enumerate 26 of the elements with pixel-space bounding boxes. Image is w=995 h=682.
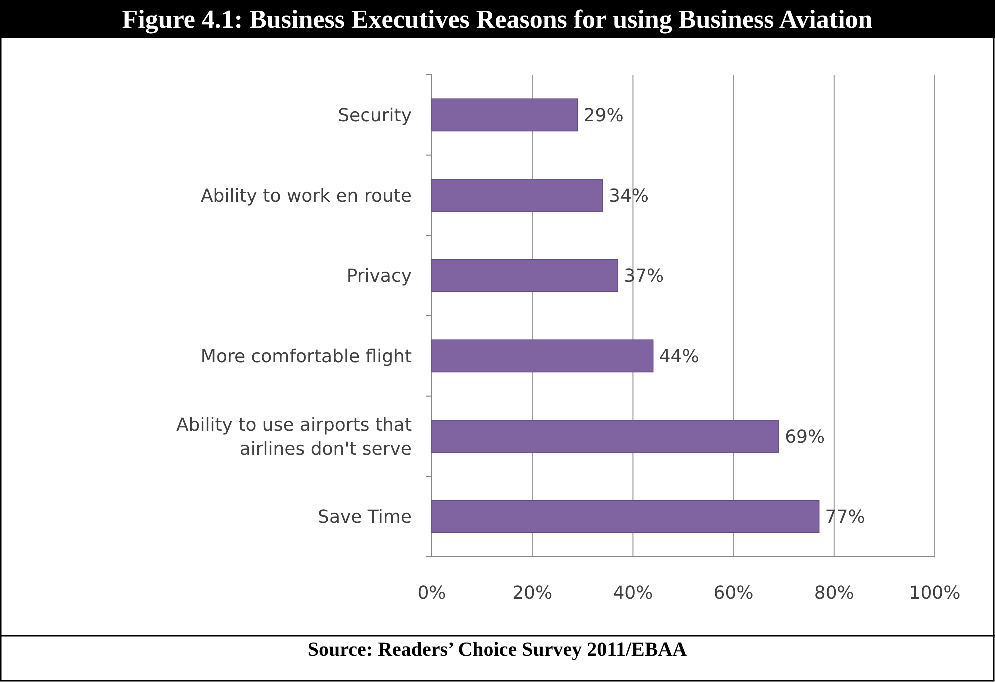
bar	[432, 98, 578, 132]
y-tick-label: Security	[338, 105, 412, 126]
chart-title: Figure 4.1: Business Executives Reasons for using Business Aviation	[122, 5, 874, 34]
y-tick-label: More comfortable flight	[200, 346, 412, 368]
data-label: 77%	[825, 507, 866, 528]
y-tick-label: Ability to use airports that airlines don't serve	[176, 414, 412, 460]
bar	[432, 500, 820, 534]
data-label: 37%	[624, 266, 664, 288]
y-tick-label: Save Time	[318, 507, 412, 528]
bar	[432, 259, 619, 292]
data-label: 44%	[659, 346, 700, 368]
data-label: 34%	[609, 186, 650, 207]
bar	[432, 179, 604, 212]
bar	[432, 340, 654, 373]
x-tick-label: 40%	[613, 583, 654, 604]
bar	[432, 420, 780, 453]
x-tick-label: 80%	[814, 583, 854, 604]
data-label: 69%	[785, 426, 826, 448]
source-note: Source: Readers’ Choice Survey 2011/EBAA	[308, 639, 688, 661]
y-tick-label: Privacy	[346, 266, 412, 288]
x-tick-label: 60%	[714, 583, 754, 604]
x-tick-label: 100%	[909, 583, 961, 604]
x-tick-label: 20%	[512, 583, 553, 604]
data-label: 29%	[584, 105, 624, 126]
x-tick-label: 0%	[418, 583, 446, 604]
y-tick-label: Ability to work en route	[200, 186, 412, 207]
